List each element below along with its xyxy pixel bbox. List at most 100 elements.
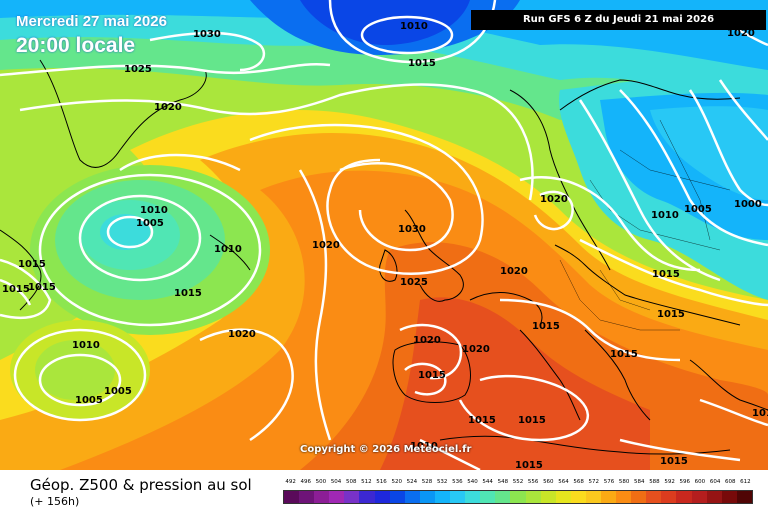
scale-swatch — [525, 491, 541, 503]
scale-swatch — [721, 491, 737, 503]
isobar-label: 1000 — [734, 199, 762, 210]
scale-swatch — [570, 491, 586, 503]
scale-label: 524 — [406, 479, 418, 485]
scale-label: 536 — [452, 479, 463, 485]
scale-swatch — [736, 491, 752, 503]
scale-label: 588 — [649, 479, 660, 485]
forecast-local-time: 20:00 locale — [16, 34, 136, 57]
isobar-label: 1015 — [418, 370, 446, 381]
lead-time: (+ 156h) — [30, 495, 80, 508]
isobar-label: 1005 — [684, 204, 712, 215]
scale-label: 500 — [315, 479, 327, 485]
isobar-label: 1010 — [752, 408, 768, 419]
coastlines — [0, 59, 768, 455]
copyright-notice: Copyright © 2026 Meteociel.fr — [300, 444, 472, 455]
scale-swatch — [450, 491, 466, 503]
scale-label: 508 — [345, 479, 357, 485]
isobar-label: 1015 — [532, 321, 560, 332]
product-title: Géop. Z500 & pression au sol — [30, 476, 252, 494]
scale-swatch — [510, 491, 526, 503]
color-scale-bar — [283, 490, 753, 504]
scale-swatch — [465, 491, 481, 503]
isobar-label: 1020 — [228, 329, 256, 340]
scale-label: 596 — [679, 479, 691, 485]
scale-label: 556 — [527, 479, 539, 485]
scale-label: 600 — [694, 479, 706, 485]
isobar-label: 1020 — [727, 28, 755, 39]
scale-swatch — [389, 491, 405, 503]
isobar-label: 1010 — [410, 441, 438, 452]
scale-label: 568 — [573, 479, 584, 485]
scale-label: 592 — [664, 479, 675, 485]
isobar-label: 1020 — [540, 194, 568, 205]
scale-swatch — [585, 491, 601, 503]
scale-label: 552 — [512, 479, 524, 485]
scale-label: 528 — [421, 479, 433, 485]
isobar-label: 1030 — [193, 29, 221, 40]
scale-label: 512 — [361, 479, 372, 485]
isobar-label: 1015 — [660, 456, 688, 467]
scale-swatch — [616, 491, 632, 503]
isobar-label: 1015 — [518, 415, 546, 426]
scale-label: 604 — [709, 479, 721, 485]
scale-label: 560 — [543, 479, 554, 485]
scale-swatch — [299, 491, 315, 503]
scale-swatch — [284, 491, 300, 503]
scale-swatch — [314, 491, 330, 503]
scale-swatch — [661, 491, 677, 503]
isobar-labels: 1030 1010 1015 1025 1020 1020 1010 1005 … — [2, 21, 768, 470]
isobar-label: 1010 — [72, 340, 100, 351]
isobar-label: 1020 — [312, 240, 340, 251]
scale-label: 584 — [634, 479, 645, 485]
isobar-label: 1020 — [500, 266, 528, 277]
isobar-label: 1005 — [75, 395, 103, 406]
isobars — [0, 0, 768, 470]
run-info-banner: Run GFS 6 Z du Jeudi 21 mai 2026 — [471, 10, 766, 30]
scale-label: 572 — [588, 479, 600, 485]
scale-label: 576 — [603, 479, 615, 485]
isobar-label: 1010 — [651, 210, 679, 221]
isobar-label: 1010 — [214, 244, 242, 255]
scale-swatch — [540, 491, 556, 503]
scale-swatch — [344, 491, 360, 503]
isobar-label: 1015 — [652, 269, 680, 280]
color-scale-labels: 492 496 500 504 508 512 516 520 524 528 532 536 540 5… — [283, 479, 753, 489]
isobar-label: 1020 — [154, 102, 182, 113]
scale-swatch — [329, 491, 345, 503]
scale-swatch — [706, 491, 722, 503]
scale-swatch — [555, 491, 571, 503]
scale-swatch — [419, 491, 435, 503]
scale-label: 496 — [300, 479, 311, 485]
scale-swatch — [646, 491, 662, 503]
isobar-label: 1020 — [413, 335, 441, 346]
scale-label: 532 — [436, 479, 448, 485]
scale-swatch — [359, 491, 375, 503]
scale-swatch — [404, 491, 420, 503]
isobar-label: 1005 — [104, 386, 132, 397]
scale-label: 608 — [725, 479, 736, 485]
scale-swatch — [374, 491, 390, 503]
isobar-label: 1015 — [657, 309, 685, 320]
scale-swatch — [691, 491, 707, 503]
scale-label: 540 — [467, 479, 478, 485]
isobar-label: 1015 — [18, 259, 46, 270]
isobar-label: 1015 — [174, 288, 202, 299]
isobar-label: 1015 — [610, 349, 638, 360]
isobar-label: 1015 — [408, 58, 436, 69]
scale-label: 564 — [558, 479, 569, 485]
isobar-label: 1025 — [400, 277, 428, 288]
isobar-label: 1015 — [468, 415, 496, 426]
isobar-label: 1010 — [400, 21, 428, 32]
isobar-label: 1030 — [398, 224, 426, 235]
scale-swatch — [631, 491, 647, 503]
forecast-date: Mercredi 27 mai 2026 — [16, 13, 167, 30]
weather-map: 1030 1010 1015 1025 1020 1020 1010 1005 … — [0, 0, 768, 470]
scale-swatch — [676, 491, 692, 503]
scale-label: 612 — [740, 479, 751, 485]
scale-swatch — [480, 491, 496, 503]
scale-label: 548 — [497, 479, 509, 485]
scale-label: 516 — [376, 479, 387, 485]
isobar-label: 1025 — [124, 64, 152, 75]
isobar-label: 1015 — [28, 282, 56, 293]
scale-label: 520 — [391, 479, 402, 485]
